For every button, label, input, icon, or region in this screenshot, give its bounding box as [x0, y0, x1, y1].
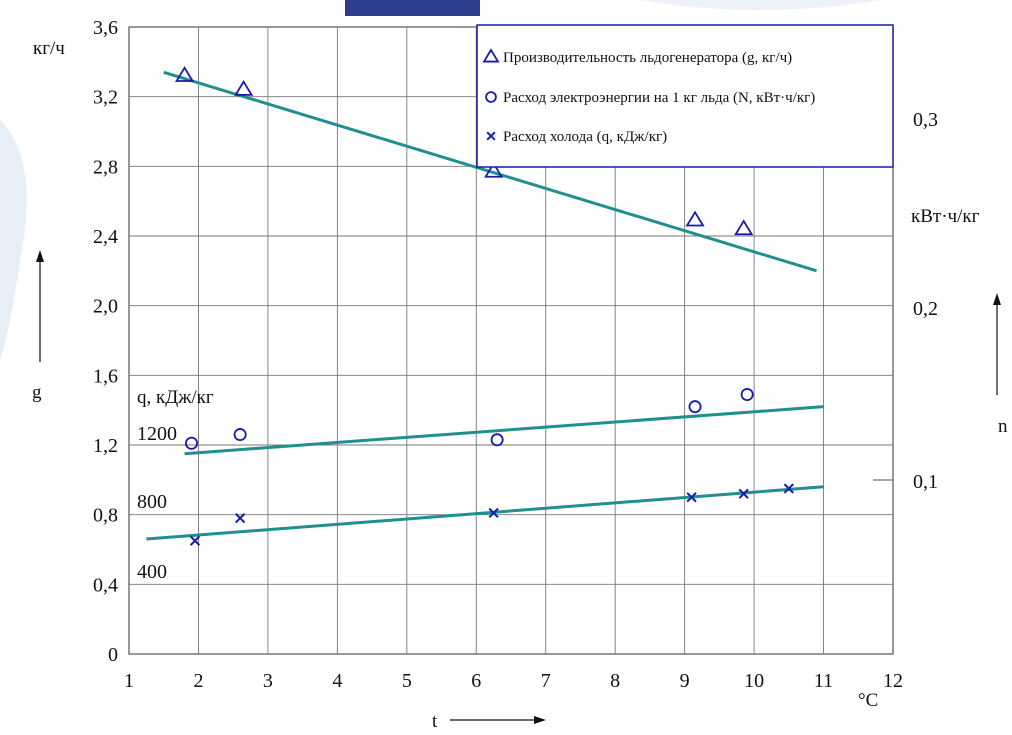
trend-line-x	[146, 485, 824, 541]
x-marker	[738, 488, 749, 499]
triangle-marker	[482, 48, 500, 63]
x-tick-label: 7	[541, 670, 551, 692]
y-left-tick-label: 2,0	[93, 296, 118, 318]
x-tick-label: 10	[744, 670, 764, 692]
x-marker-stroke	[486, 131, 496, 141]
triangle-marker	[234, 79, 254, 96]
x-marker	[686, 492, 697, 503]
x-tick-label: 3	[263, 670, 273, 692]
left-swash	[0, 120, 27, 360]
legend-label: Расход холода (q, кДж/кг)	[503, 129, 667, 145]
left-axis-arrowhead	[36, 250, 44, 262]
legend-box	[476, 24, 894, 168]
q-axis-label: q, кДж/кг	[137, 387, 214, 408]
x-tick-label: 9	[680, 670, 690, 692]
right-axis-unit: кВт·ч/кг	[911, 206, 980, 227]
x-marker	[486, 131, 496, 141]
y-left-tick-label: 0,8	[93, 505, 118, 527]
trend-line-triangle	[163, 70, 818, 273]
y-left-tick-label: 2,8	[93, 156, 118, 178]
trend-lines	[146, 70, 824, 541]
circle-marker	[185, 436, 199, 450]
y-right-tick-label: 0,1	[913, 471, 938, 493]
x-tick-label: 12	[883, 670, 903, 692]
x-tick-label: 2	[193, 670, 203, 692]
x-marker	[783, 483, 794, 494]
q-tick-label: 800	[137, 491, 167, 513]
circle-marker	[688, 400, 702, 414]
triangle-marker	[174, 66, 195, 82]
x-tick-label: 6	[471, 670, 481, 692]
legend-label: Расход электроэнергии на 1 кг льда (N, к…	[503, 90, 815, 106]
triangle-marker	[685, 210, 705, 227]
legend-label: Производительность льдогенератора (g, кг…	[503, 50, 792, 66]
x-tick-label: 8	[610, 670, 620, 692]
q-tick-label: 400	[137, 561, 167, 583]
y-left-tick-label: 2,4	[93, 226, 118, 248]
x-marker-stroke	[189, 535, 201, 546]
q-tick-label: 1200	[137, 423, 177, 445]
y-left-tick-label: 0	[108, 644, 118, 666]
x-tick-label: 5	[402, 670, 412, 692]
x-tick-label: 11	[814, 670, 833, 692]
legend: Производительность льдогенератора (g, кг…	[476, 24, 894, 168]
y-left-tick-label: 3,2	[93, 87, 118, 109]
x-marker-stroke	[488, 507, 499, 519]
y-left-tick-label: 0,4	[93, 574, 118, 596]
y-right-tick-label: 0,3	[913, 109, 938, 131]
y-right-tick-label: 0,2	[913, 298, 938, 320]
circle-marker	[740, 387, 754, 401]
x-marker-stroke	[686, 492, 697, 503]
header-bar-fragment	[345, 0, 480, 16]
right-axis-label: n	[998, 416, 1008, 437]
x-marker-stroke	[738, 488, 749, 499]
x-marker-stroke	[235, 513, 246, 524]
x-tick-label: 4	[332, 670, 342, 692]
tick-labels: 1 2 3 4 5 6 7 8 9 10 11 1200,40,81,21,62,02,42,83,2…	[93, 17, 938, 692]
y-left-tick-label: 1,2	[93, 435, 118, 457]
trend-line-circle	[184, 405, 824, 456]
x-marker	[235, 513, 246, 524]
right-axis-arrowhead	[993, 293, 1001, 305]
x-axis-arrowhead	[534, 716, 546, 724]
circle-marker	[485, 91, 497, 103]
x-axis-unit: °C	[858, 690, 878, 711]
y-left-tick-label: 1,6	[93, 365, 118, 387]
x-marker	[189, 535, 201, 546]
circle-marker	[233, 428, 247, 442]
data-markers	[174, 66, 794, 546]
left-axis-unit: кг/ч	[33, 38, 65, 59]
top-swash	[640, 0, 880, 10]
left-axis-label: g	[32, 382, 42, 403]
x-tick-label: 1	[124, 670, 134, 692]
x-marker-stroke	[783, 483, 794, 494]
triangle-marker	[484, 161, 504, 178]
triangle-marker	[734, 219, 754, 236]
circle-marker	[490, 433, 504, 447]
x-axis-label: t	[432, 711, 438, 732]
x-marker	[488, 507, 499, 519]
y-left-tick-label: 3,6	[93, 17, 118, 39]
